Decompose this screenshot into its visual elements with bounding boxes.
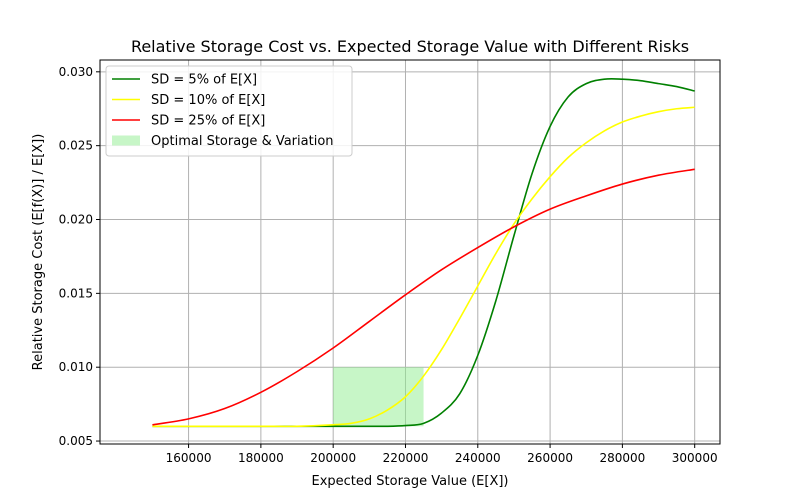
y-axis-label: Relative Storage Cost (E[f(X)] / E[X]) [31,134,46,371]
x-tick-label: 300000 [672,451,718,465]
series-line-2 [152,106,695,428]
x-tick-label: 260000 [527,451,573,465]
y-tick-label: 0.020 [59,213,93,227]
y-tick-label: 0.030 [59,65,93,79]
legend-label-region: Optimal Storage & Variation [151,134,334,149]
x-tick-label: 280000 [599,451,645,465]
legend-label-2: SD = 10% of E[X] [151,93,265,108]
chart-title: Relative Storage Cost vs. Expected Stora… [131,37,689,56]
x-axis-ticks: 160000 180000 200000 220000 240000 260000 2800… [166,444,718,465]
shaded-region-layer [333,367,424,427]
series-layer [152,78,695,428]
y-axis-ticks: 0.005 0.010 0.015 0.020 0.025 0.030 [59,65,100,448]
y-tick-label: 0.015 [59,286,93,300]
legend-swatch-region [112,135,140,146]
plot-frame [99,59,721,445]
legend: SD = 5% of E[X] SD = 10% of E[X] SD = 25% … [105,65,353,157]
y-tick-label: 0.005 [59,434,93,448]
y-tick-label: 0.010 [59,360,93,374]
x-tick-label: 220000 [383,451,429,465]
y-tick-label: 0.025 [59,139,93,153]
x-axis-label: Expected Storage Value (E[X]) [311,474,508,489]
optimal-region-rect [333,367,424,427]
x-tick-label: 160000 [166,451,212,465]
legend-label-3: SD = 25% of E[X] [151,114,265,129]
x-tick-label: 180000 [238,451,284,465]
x-tick-label: 240000 [455,451,501,465]
x-tick-label: 200000 [310,451,356,465]
series-line-3 [152,168,695,426]
legend-box [105,65,353,157]
legend-label-1: SD = 5% of E[X] [151,73,257,88]
